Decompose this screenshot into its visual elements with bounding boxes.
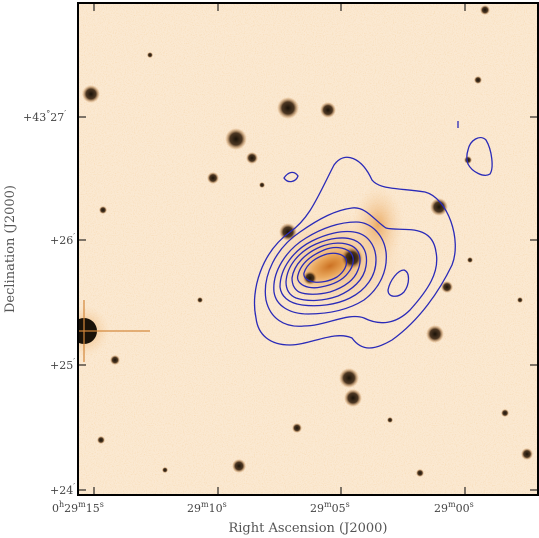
- image-panel: [78, 3, 538, 495]
- y-tick-label: +25′: [50, 357, 75, 372]
- contour-blob-northeast: [466, 136, 493, 176]
- star: [147, 52, 153, 58]
- star-field: [82, 5, 533, 477]
- star: [344, 389, 362, 407]
- star: [339, 368, 359, 388]
- star: [320, 102, 336, 118]
- bright-star-left: [78, 300, 150, 362]
- contour-blob-small: [283, 171, 299, 183]
- star: [387, 417, 393, 423]
- star: [162, 467, 168, 473]
- star: [292, 423, 302, 433]
- star: [441, 281, 453, 293]
- x-tick-label: 0h29m15s: [52, 500, 104, 515]
- y-axis-label: Declination (J2000): [3, 185, 18, 313]
- star: [501, 409, 509, 417]
- star: [197, 297, 203, 303]
- contour-level-3: [273, 221, 387, 315]
- star: [480, 5, 490, 15]
- star: [82, 85, 100, 103]
- contour-knot-east: [387, 269, 410, 297]
- star: [246, 152, 258, 164]
- star: [232, 459, 246, 473]
- star: [474, 76, 482, 84]
- contour-level-7: [296, 246, 354, 289]
- x-tick-label: 29m05s: [310, 500, 350, 515]
- contour-level-4: [279, 230, 377, 307]
- y-tick-label: +43°27′: [23, 109, 66, 124]
- star: [467, 257, 473, 263]
- star: [207, 172, 219, 184]
- x-axis-label: Right Ascension (J2000): [228, 521, 387, 536]
- y-tick-label: +24′: [50, 482, 75, 497]
- y-tick-labels: +43°27′ +26′ +25′ +24′: [23, 109, 75, 497]
- x-tick-label: 29m10s: [187, 500, 227, 515]
- star: [521, 448, 533, 460]
- contour-set: [253, 121, 493, 349]
- star: [416, 469, 424, 477]
- star: [97, 436, 105, 444]
- star: [99, 206, 107, 214]
- plot-frame: [77, 2, 539, 496]
- star: [277, 97, 299, 119]
- contour-level-2: [264, 207, 438, 327]
- tick-marks: [78, 3, 538, 495]
- star: [110, 355, 120, 365]
- x-tick-label: 29m00s: [434, 500, 474, 515]
- contour-level-6: [291, 242, 361, 295]
- star: [430, 198, 448, 216]
- star: [464, 156, 472, 164]
- contour-level-1: [253, 156, 456, 349]
- contour-level-5: [285, 237, 368, 302]
- x-tick-labels: 0h29m15s 29m10s 29m05s 29m00s: [52, 500, 474, 515]
- y-tick-label: +26′: [50, 232, 75, 247]
- star: [517, 297, 523, 303]
- star: [259, 182, 265, 188]
- contour-level-8: [303, 252, 348, 283]
- star: [426, 325, 444, 343]
- diffuse-emission-north: [352, 185, 404, 265]
- star: [225, 128, 247, 150]
